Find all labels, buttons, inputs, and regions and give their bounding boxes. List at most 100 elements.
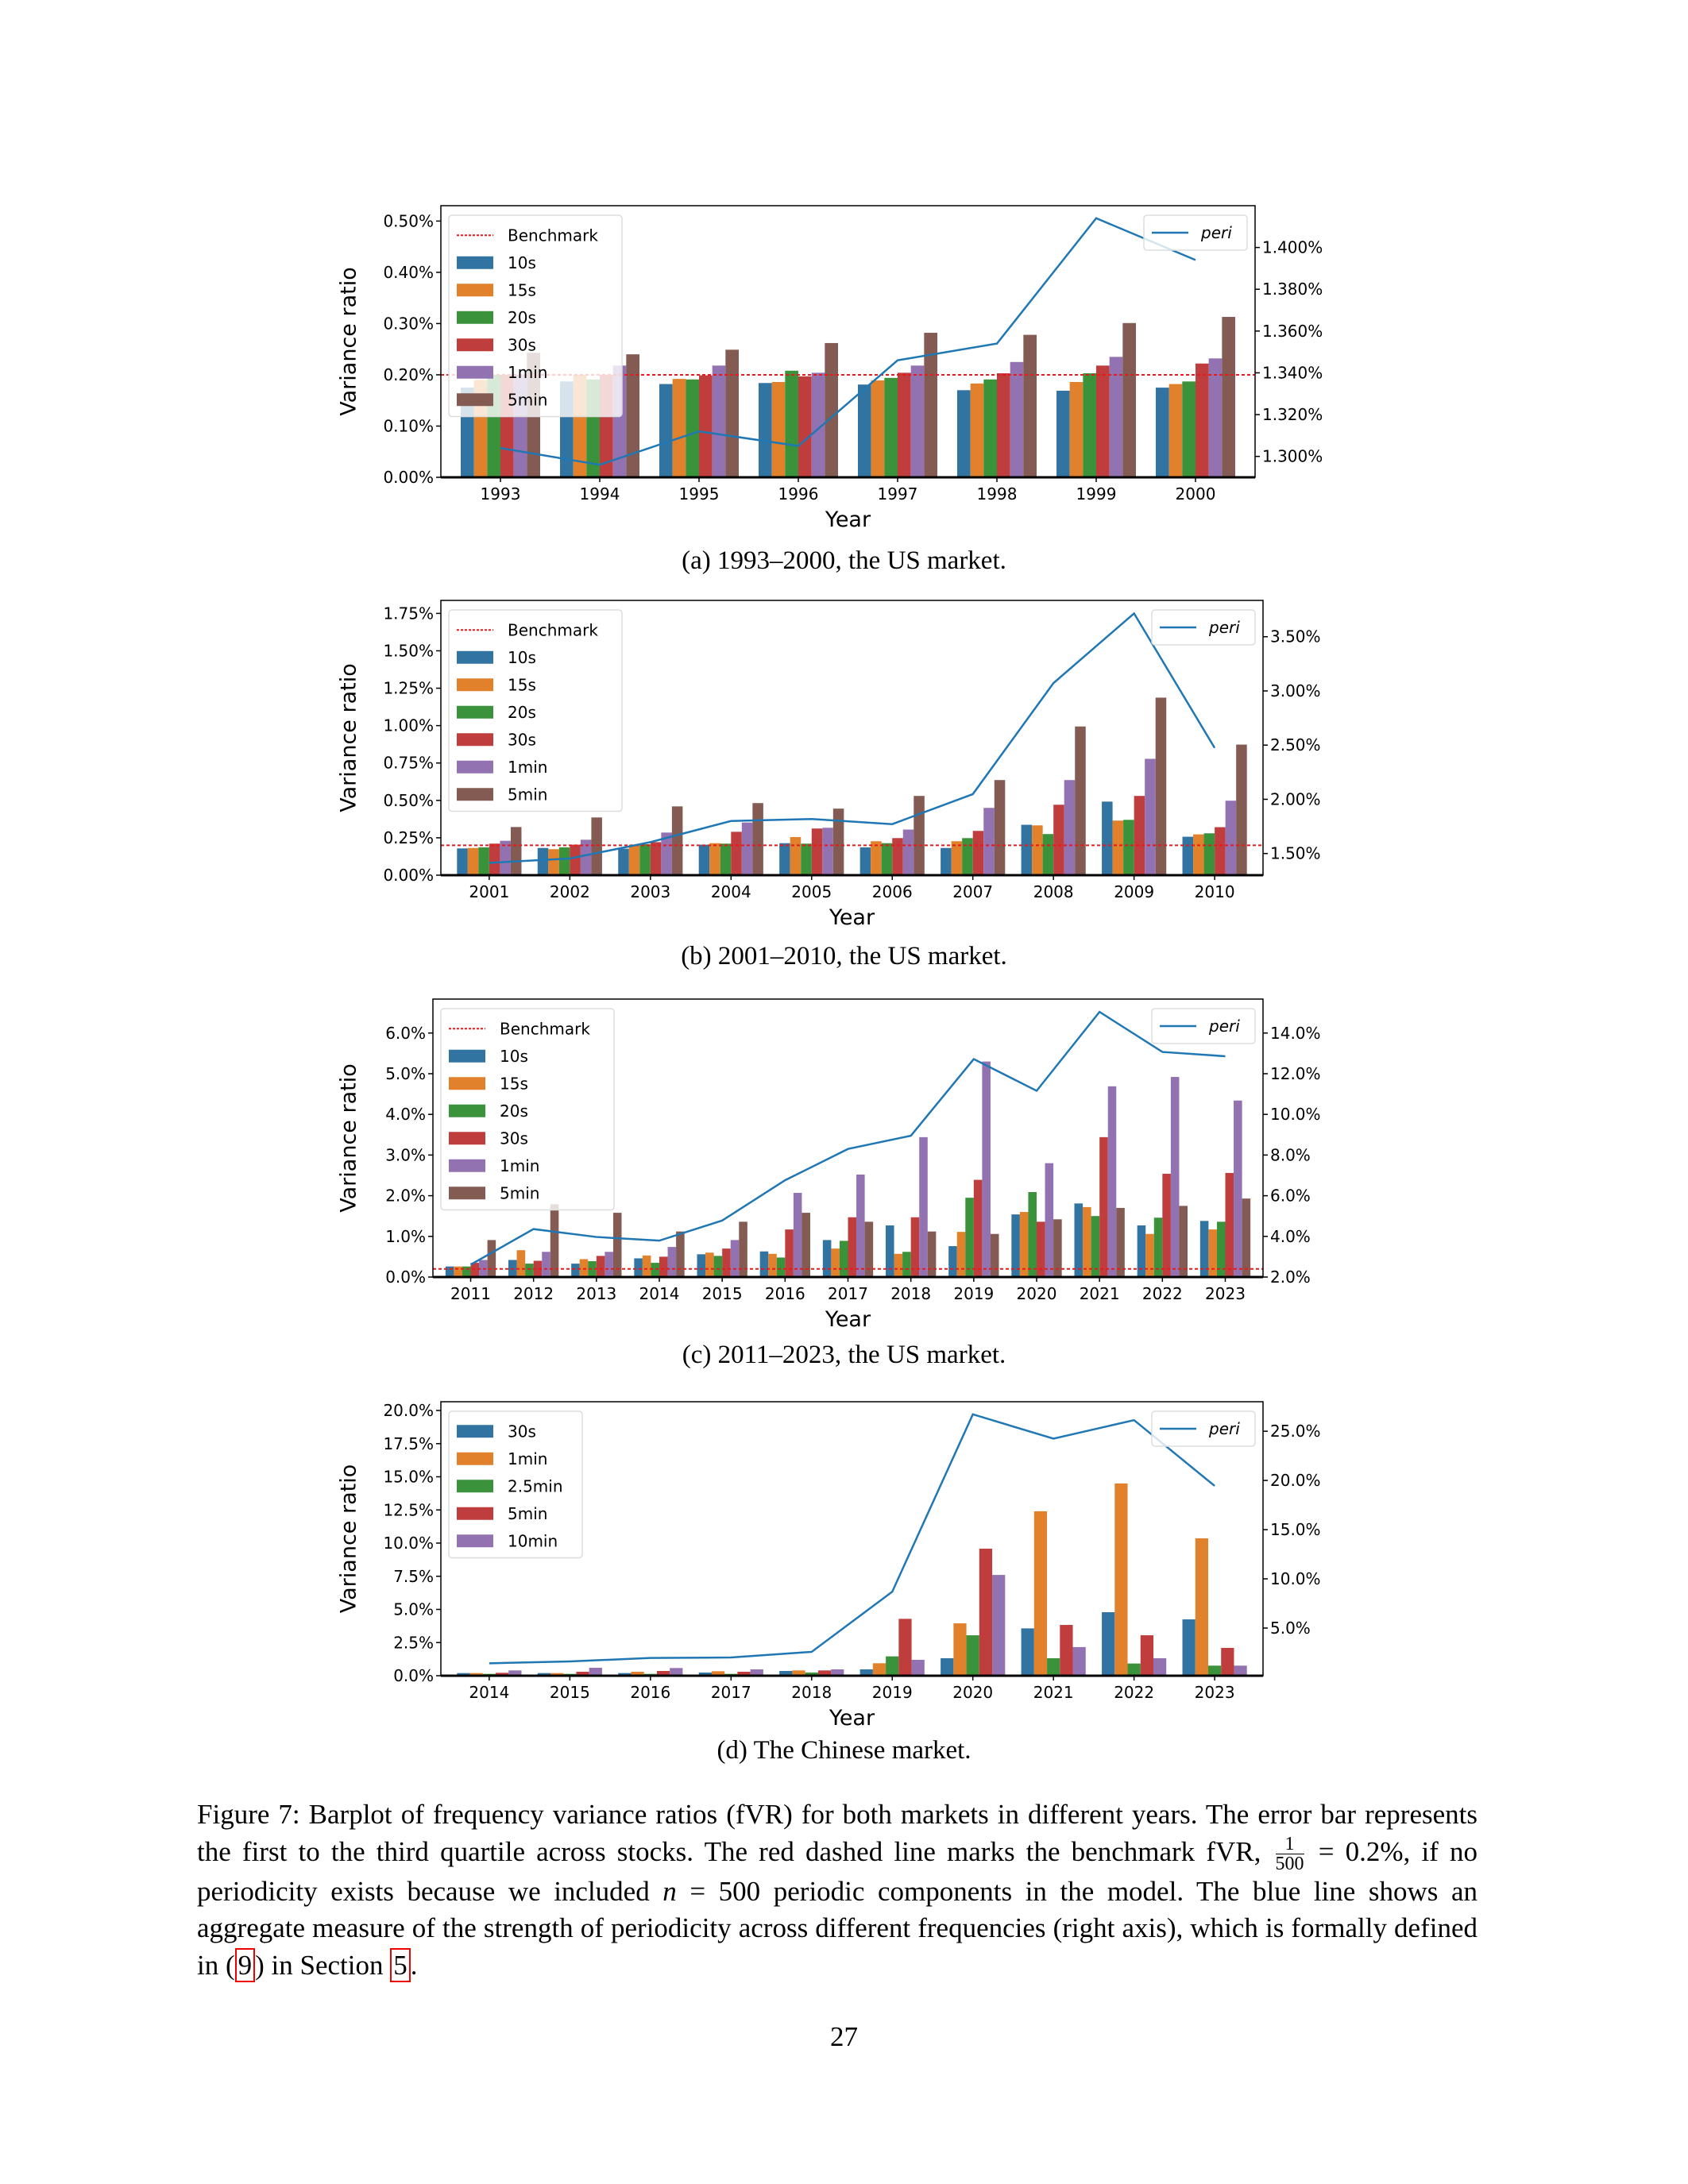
caption-text: = 0.2%, if no periodicity exists because…: [197, 1835, 1477, 1907]
bar-1min-2002: [580, 839, 592, 875]
bar-30s-1999: [1096, 365, 1110, 477]
bar-1min-2017: [711, 1671, 725, 1676]
y-tick-label: 0.50%: [383, 211, 434, 230]
y2-tick-label: 2.0%: [1270, 1268, 1311, 1287]
x-tick-label: 2016: [630, 1683, 670, 1702]
bar-1min-2012: [542, 1252, 550, 1277]
x-tick-label: 2021: [1033, 1683, 1074, 1702]
peri-line: [469, 1010, 1226, 1266]
legend-label: 15s: [500, 1074, 528, 1093]
x-axis-label: Year: [825, 1307, 871, 1332]
y2-tick-label: 1.320%: [1262, 405, 1323, 424]
bar-30s-2020: [941, 1657, 954, 1676]
y2-tick-label: 1.340%: [1262, 363, 1323, 382]
bar-1min-2015: [730, 1240, 740, 1277]
y-tick-label: 0.0%: [385, 1268, 426, 1287]
legend-label: 10s: [508, 253, 536, 272]
x-tick-label: 2020: [952, 1683, 993, 1702]
fraction-denominator: 500: [1275, 1853, 1304, 1874]
bar-5min-2016: [802, 1213, 810, 1277]
bar-30s-2017: [698, 1672, 712, 1676]
bar-10s-2014: [634, 1258, 643, 1277]
bar-1min-1998: [1010, 361, 1024, 477]
bar-30s-2021: [1099, 1136, 1108, 1277]
x-tick-label: 2020: [1017, 1284, 1057, 1303]
bar-1min-2006: [902, 829, 914, 875]
legend-swatch-1min: [457, 365, 493, 379]
x-tick-label: 2008: [1033, 882, 1074, 901]
x-tick-label: 2019: [953, 1284, 994, 1303]
y-tick-label: 0.30%: [383, 314, 434, 333]
subcaption-b: (b) 2001–2010, the US market.: [681, 942, 1007, 970]
bar-15s-2021: [1083, 1206, 1091, 1277]
bar-30s-1996: [798, 376, 812, 477]
y-tick-label: 2.0%: [385, 1187, 426, 1206]
bar-1min-2014: [469, 1673, 483, 1676]
bar-5min-1995: [725, 349, 739, 477]
y-tick-label: 0.00%: [383, 468, 434, 487]
bar-10s-2003: [618, 848, 629, 875]
bar-1min-2007: [983, 808, 995, 875]
x-tick-label: 2017: [828, 1284, 868, 1303]
bar-1min-2020: [1045, 1163, 1054, 1277]
bar-30s-2014: [659, 1256, 668, 1277]
bar-5min-2017: [864, 1221, 874, 1277]
bar-30s-2010: [1215, 827, 1226, 875]
legend-swatch-5min: [449, 1187, 485, 1200]
legend-label: 30s: [508, 1422, 536, 1441]
legend-swatch-10s: [449, 1049, 485, 1063]
bar-1min-2001: [500, 840, 511, 875]
y-tick-label: 12.5%: [383, 1500, 434, 1519]
bar-5min-2021: [1060, 1625, 1073, 1676]
bar-10min-2019: [911, 1659, 925, 1676]
bar-5min-1997: [924, 333, 937, 477]
legend-swatch-1min: [457, 760, 493, 774]
x-tick-label: 2015: [550, 1683, 590, 1702]
x-tick-label: 2014: [639, 1284, 680, 1303]
y-tick-label: 2.5%: [393, 1633, 434, 1652]
legend-label: 10s: [508, 648, 536, 667]
equation-reference-link[interactable]: 9: [234, 1947, 256, 1982]
bar-10s-2023: [1199, 1221, 1209, 1277]
peri-legend-label: peri: [1208, 1419, 1240, 1438]
bar-10s-2021: [1074, 1203, 1083, 1277]
bar-5min-2007: [994, 780, 1006, 875]
peri-legend: [1143, 214, 1248, 251]
figure-caption: Figure 7: Barplot of frequency variance …: [197, 1796, 1477, 1984]
legend: [448, 1410, 583, 1559]
legend-label: 30s: [508, 730, 536, 749]
peri-legend: [1151, 609, 1256, 646]
x-tick-label: 2005: [791, 882, 832, 901]
bar-1min-2017: [856, 1174, 865, 1277]
y-tick-label: 1.25%: [383, 679, 434, 698]
x-tick-label: 2015: [702, 1284, 743, 1303]
bar-30s-2002: [570, 844, 581, 875]
bar-5min-1999: [1122, 322, 1136, 477]
bar-10min-2015: [589, 1667, 602, 1676]
bar-1min-2016: [631, 1671, 644, 1676]
bar-30s-1998: [997, 373, 1010, 477]
y2-tick-label: 2.00%: [1270, 789, 1321, 808]
bar-5min-2016: [656, 1670, 670, 1676]
bar-30s-2020: [1037, 1221, 1045, 1277]
bar-20s-2014: [651, 1263, 659, 1277]
bar-1min-1999: [1109, 357, 1123, 477]
bar-30s-2023: [1225, 1172, 1234, 1277]
y-tick-label: 0.50%: [383, 791, 434, 810]
bar-5min-2005: [832, 808, 844, 875]
figure-c: 0.0% 1.0% 2.0% 3.0% 4.0% 5.0% 6.0% 2.0% 4.0% 6.0%…: [334, 985, 1366, 1334]
bar-5min-2022: [1179, 1206, 1188, 1277]
bar-20s-2002: [558, 847, 570, 875]
section-reference-link[interactable]: 5: [390, 1947, 411, 1982]
bar-10s-2011: [445, 1266, 454, 1277]
legend-swatch-10min: [457, 1534, 493, 1548]
bar-5min-1996: [825, 342, 838, 477]
bar-15s-1997: [871, 380, 885, 477]
bar-10s-2022: [1137, 1225, 1146, 1277]
y2-tick-label: 5.0%: [1270, 1619, 1311, 1638]
bar-10min-2018: [831, 1669, 844, 1676]
x-tick-label: 2023: [1195, 1683, 1235, 1702]
bar-5min-2004: [752, 803, 763, 875]
bar-5min-2015: [576, 1671, 589, 1676]
legend-label: 15s: [508, 675, 536, 694]
